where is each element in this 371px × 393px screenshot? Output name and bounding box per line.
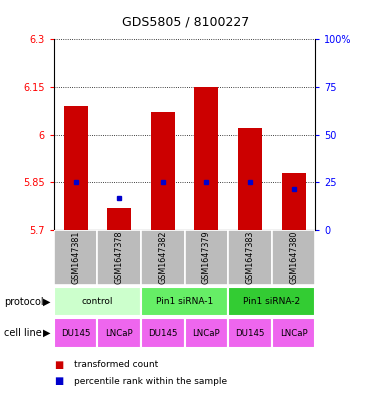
Text: protocol: protocol xyxy=(4,297,43,307)
Text: Pin1 siRNA-2: Pin1 siRNA-2 xyxy=(243,297,300,306)
Text: LNCaP: LNCaP xyxy=(193,329,220,338)
Bar xyxy=(63,106,88,230)
Bar xyxy=(107,208,131,230)
Text: GSM1647383: GSM1647383 xyxy=(246,231,255,284)
Text: cell line: cell line xyxy=(4,328,42,338)
Text: ■: ■ xyxy=(54,360,63,370)
Text: GSM1647381: GSM1647381 xyxy=(71,231,80,284)
Text: DU145: DU145 xyxy=(235,329,265,338)
Bar xyxy=(228,230,272,285)
Text: GSM1647382: GSM1647382 xyxy=(158,231,167,284)
Bar xyxy=(184,318,228,348)
Bar xyxy=(141,287,228,316)
Bar xyxy=(282,173,306,230)
Text: LNCaP: LNCaP xyxy=(105,329,133,338)
Text: Pin1 siRNA-1: Pin1 siRNA-1 xyxy=(156,297,213,306)
Bar xyxy=(54,287,141,316)
Bar xyxy=(141,230,184,285)
Text: GSM1647379: GSM1647379 xyxy=(202,231,211,284)
Bar xyxy=(238,128,262,230)
Text: ▶: ▶ xyxy=(43,328,50,338)
Bar xyxy=(54,230,97,285)
Text: DU145: DU145 xyxy=(61,329,91,338)
Text: ■: ■ xyxy=(54,376,63,386)
Text: percentile rank within the sample: percentile rank within the sample xyxy=(74,377,227,386)
Text: LNCaP: LNCaP xyxy=(280,329,307,338)
Text: ▶: ▶ xyxy=(43,297,50,307)
Text: transformed count: transformed count xyxy=(74,360,158,369)
Text: GSM1647378: GSM1647378 xyxy=(115,231,124,284)
Bar xyxy=(272,230,315,285)
Bar xyxy=(228,287,315,316)
Bar xyxy=(97,230,141,285)
Bar xyxy=(54,318,97,348)
Bar xyxy=(141,318,184,348)
Text: control: control xyxy=(82,297,113,306)
Text: GDS5805 / 8100227: GDS5805 / 8100227 xyxy=(122,16,249,29)
Bar xyxy=(272,318,315,348)
Bar xyxy=(228,318,272,348)
Bar xyxy=(97,318,141,348)
Bar xyxy=(194,87,219,230)
Bar xyxy=(184,230,228,285)
Text: DU145: DU145 xyxy=(148,329,178,338)
Bar xyxy=(151,112,175,230)
Text: GSM1647380: GSM1647380 xyxy=(289,231,298,284)
